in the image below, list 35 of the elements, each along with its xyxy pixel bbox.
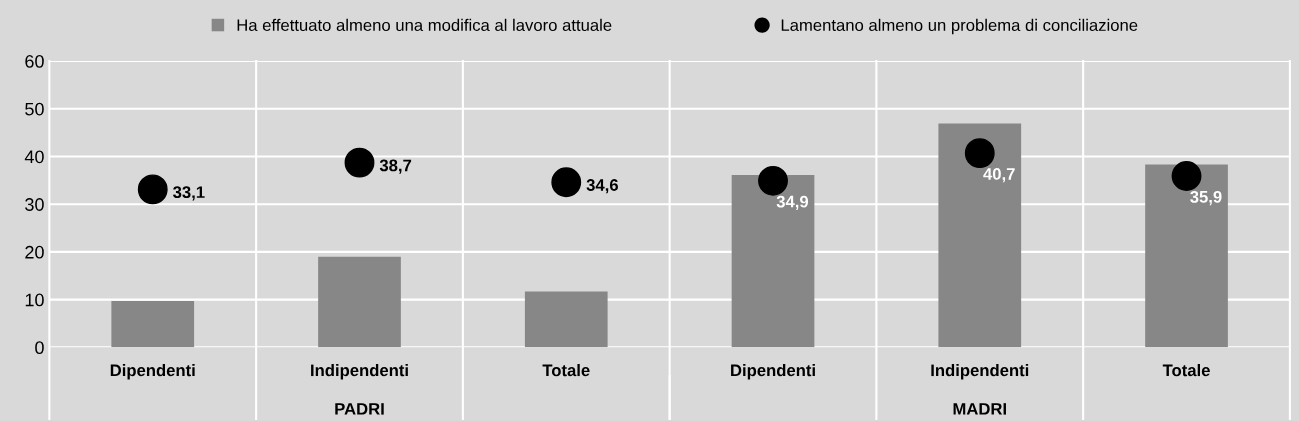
data-label: 34,9 — [776, 195, 809, 210]
x-tick-label: Dipendenti — [110, 363, 195, 380]
legend-label: Ha effettuato almeno una modifica al lavoro attuale — [237, 18, 612, 32]
legend-label: Lamentano almeno un problema di conciliazione — [781, 18, 1138, 35]
data-label: 40,7 — [983, 168, 1015, 183]
x-tick-label: Dipendenti — [731, 363, 815, 380]
y-tick-label: 30 — [25, 198, 44, 211]
data-label: 38,7 — [379, 159, 412, 174]
text: PADRI — [335, 403, 384, 415]
bar — [318, 256, 401, 348]
x-tick-label: Indipendenti — [311, 363, 408, 380]
bar — [731, 175, 815, 348]
data-label: 33,1 — [173, 186, 205, 201]
point — [551, 167, 582, 198]
y-tick-label: 0 — [35, 341, 44, 355]
y-tick-label: 50 — [25, 102, 44, 116]
x-tick-label: Indipendenti — [931, 363, 1029, 380]
bar — [524, 291, 608, 348]
point — [1171, 161, 1202, 191]
y-tick-label: 20 — [25, 245, 44, 259]
bar — [1145, 164, 1228, 348]
bar — [111, 301, 195, 348]
point — [344, 147, 375, 178]
x-tick-label: Totale — [542, 363, 590, 377]
x-tick-label: Totale — [1162, 363, 1210, 377]
point — [758, 165, 788, 196]
point — [964, 138, 995, 169]
y-tick-label: 10 — [25, 293, 44, 307]
point — [137, 174, 168, 205]
bar — [938, 123, 1022, 348]
text: MADRI — [953, 403, 1006, 415]
data-label: 34,6 — [586, 179, 618, 194]
y-tick-label: 60 — [25, 54, 44, 68]
y-tick-label: 40 — [24, 150, 44, 164]
data-label: 35,9 — [1190, 190, 1222, 206]
